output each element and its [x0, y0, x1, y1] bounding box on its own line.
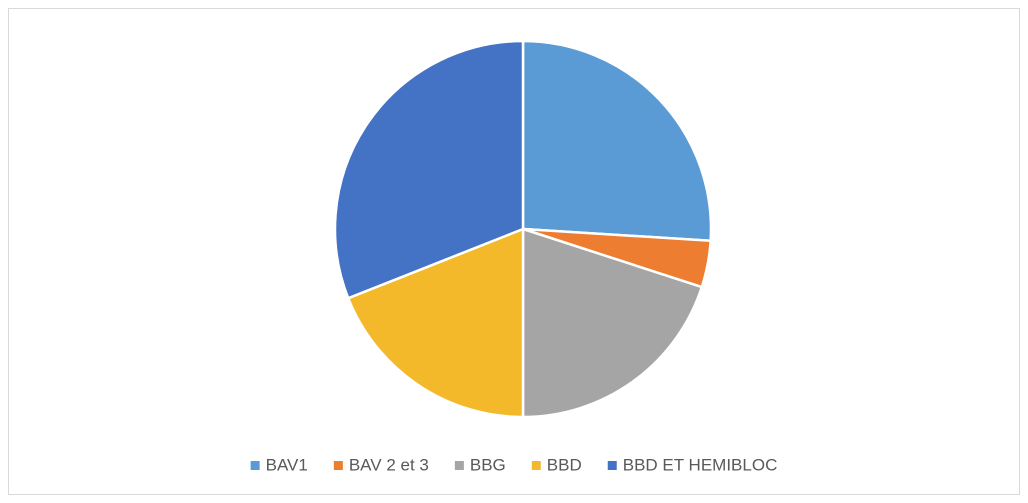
legend-label: BBG — [470, 455, 506, 474]
legend-swatch — [250, 461, 260, 470]
legend-label: BBD — [547, 455, 582, 474]
legend-label: BAV1 — [266, 455, 308, 474]
pie-slice — [346, 227, 525, 419]
pie-slice — [521, 227, 704, 419]
legend-label: BBD ET HEMIBLOC — [623, 455, 778, 474]
legend-swatch — [454, 461, 464, 470]
pie-slice — [521, 39, 713, 243]
legend-swatch — [333, 461, 343, 470]
legend-label: BAV 2 et 3 — [349, 455, 429, 474]
legend-swatch — [531, 461, 541, 470]
legend-swatch — [607, 461, 617, 470]
pie-slice — [333, 39, 525, 300]
